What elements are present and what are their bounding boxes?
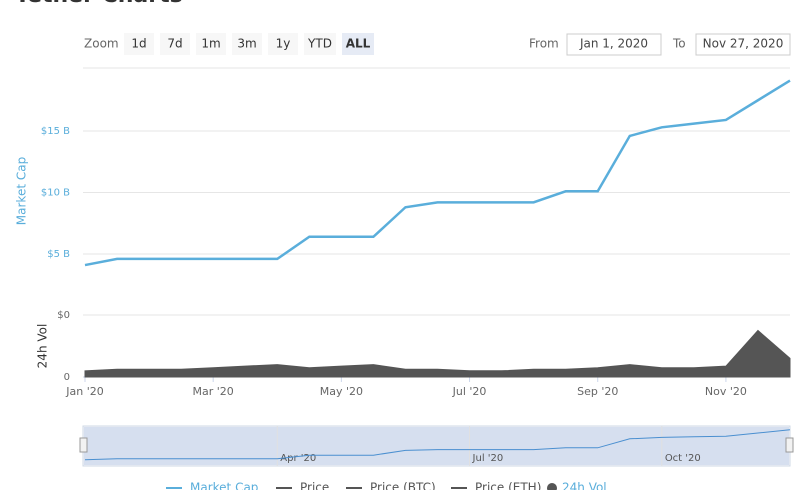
zoom-button[interactable] — [342, 33, 374, 55]
legend-symbol[interactable] — [547, 483, 557, 493]
navigator-label: Jul '20 — [472, 453, 504, 464]
to-input[interactable] — [695, 33, 791, 56]
volume-area — [84, 329, 791, 378]
zoom-button[interactable] — [124, 33, 154, 55]
to-label: To — [672, 37, 686, 51]
y-axis-title: 24h Vol — [36, 324, 50, 369]
page-title: Tether Charts — [15, 0, 183, 8]
navigator-handle[interactable] — [79, 437, 88, 453]
x-tick-label: Jan '20 — [65, 385, 103, 398]
from-value[interactable]: Jan 1, 2020 — [579, 37, 648, 51]
legend-label[interactable]: 24h Vol — [562, 481, 607, 494]
legend-label[interactable]: Price (BTC) — [370, 481, 436, 494]
x-tick-label: Jul '20 — [452, 385, 487, 398]
y-tick-label: 0 — [64, 372, 70, 383]
zoom-button-label[interactable]: 1d — [131, 37, 146, 51]
y-axis-title: Market Cap — [15, 157, 29, 225]
zoom-label: Zoom — [84, 37, 119, 51]
market-cap-line — [84, 79, 791, 267]
navigator-line — [84, 429, 791, 461]
navigator-label: Apr '20 — [280, 453, 316, 464]
zoom-button-label[interactable]: 7d — [167, 37, 182, 51]
y-tick-label: $0 — [57, 310, 70, 321]
zoom-button-label[interactable]: 3m — [237, 37, 256, 51]
zoom-button[interactable] — [196, 33, 226, 55]
zoom-button[interactable] — [232, 33, 262, 55]
x-tick-label: Mar '20 — [193, 385, 234, 398]
from-label: From — [529, 37, 559, 51]
zoom-button[interactable] — [160, 33, 190, 55]
zoom-button-label[interactable]: 1y — [276, 37, 291, 51]
y-tick-label: $15 B — [41, 126, 70, 137]
zoom-button-label[interactable]: 1m — [201, 37, 220, 51]
navigator-label: Oct '20 — [665, 453, 701, 464]
zoom-button[interactable] — [268, 33, 298, 55]
navigator-handle[interactable] — [785, 437, 794, 453]
legend-label[interactable]: Price (ETH) — [475, 481, 541, 494]
zoom-button[interactable] — [304, 33, 336, 55]
to-value[interactable]: Nov 27, 2020 — [703, 37, 784, 51]
zoom-button-label[interactable]: ALL — [346, 37, 371, 51]
y-tick-label: $5 B — [47, 249, 70, 260]
y-tick-label: $10 B — [41, 188, 70, 199]
legend-label[interactable]: Market Cap — [190, 481, 258, 494]
zoom-button-label[interactable]: YTD — [307, 37, 332, 51]
x-tick-label: May '20 — [320, 385, 363, 398]
legend-label[interactable]: Price — [300, 481, 329, 494]
from-input[interactable] — [566, 33, 662, 56]
x-tick-label: Nov '20 — [705, 385, 747, 398]
x-tick-label: Sep '20 — [577, 385, 618, 398]
